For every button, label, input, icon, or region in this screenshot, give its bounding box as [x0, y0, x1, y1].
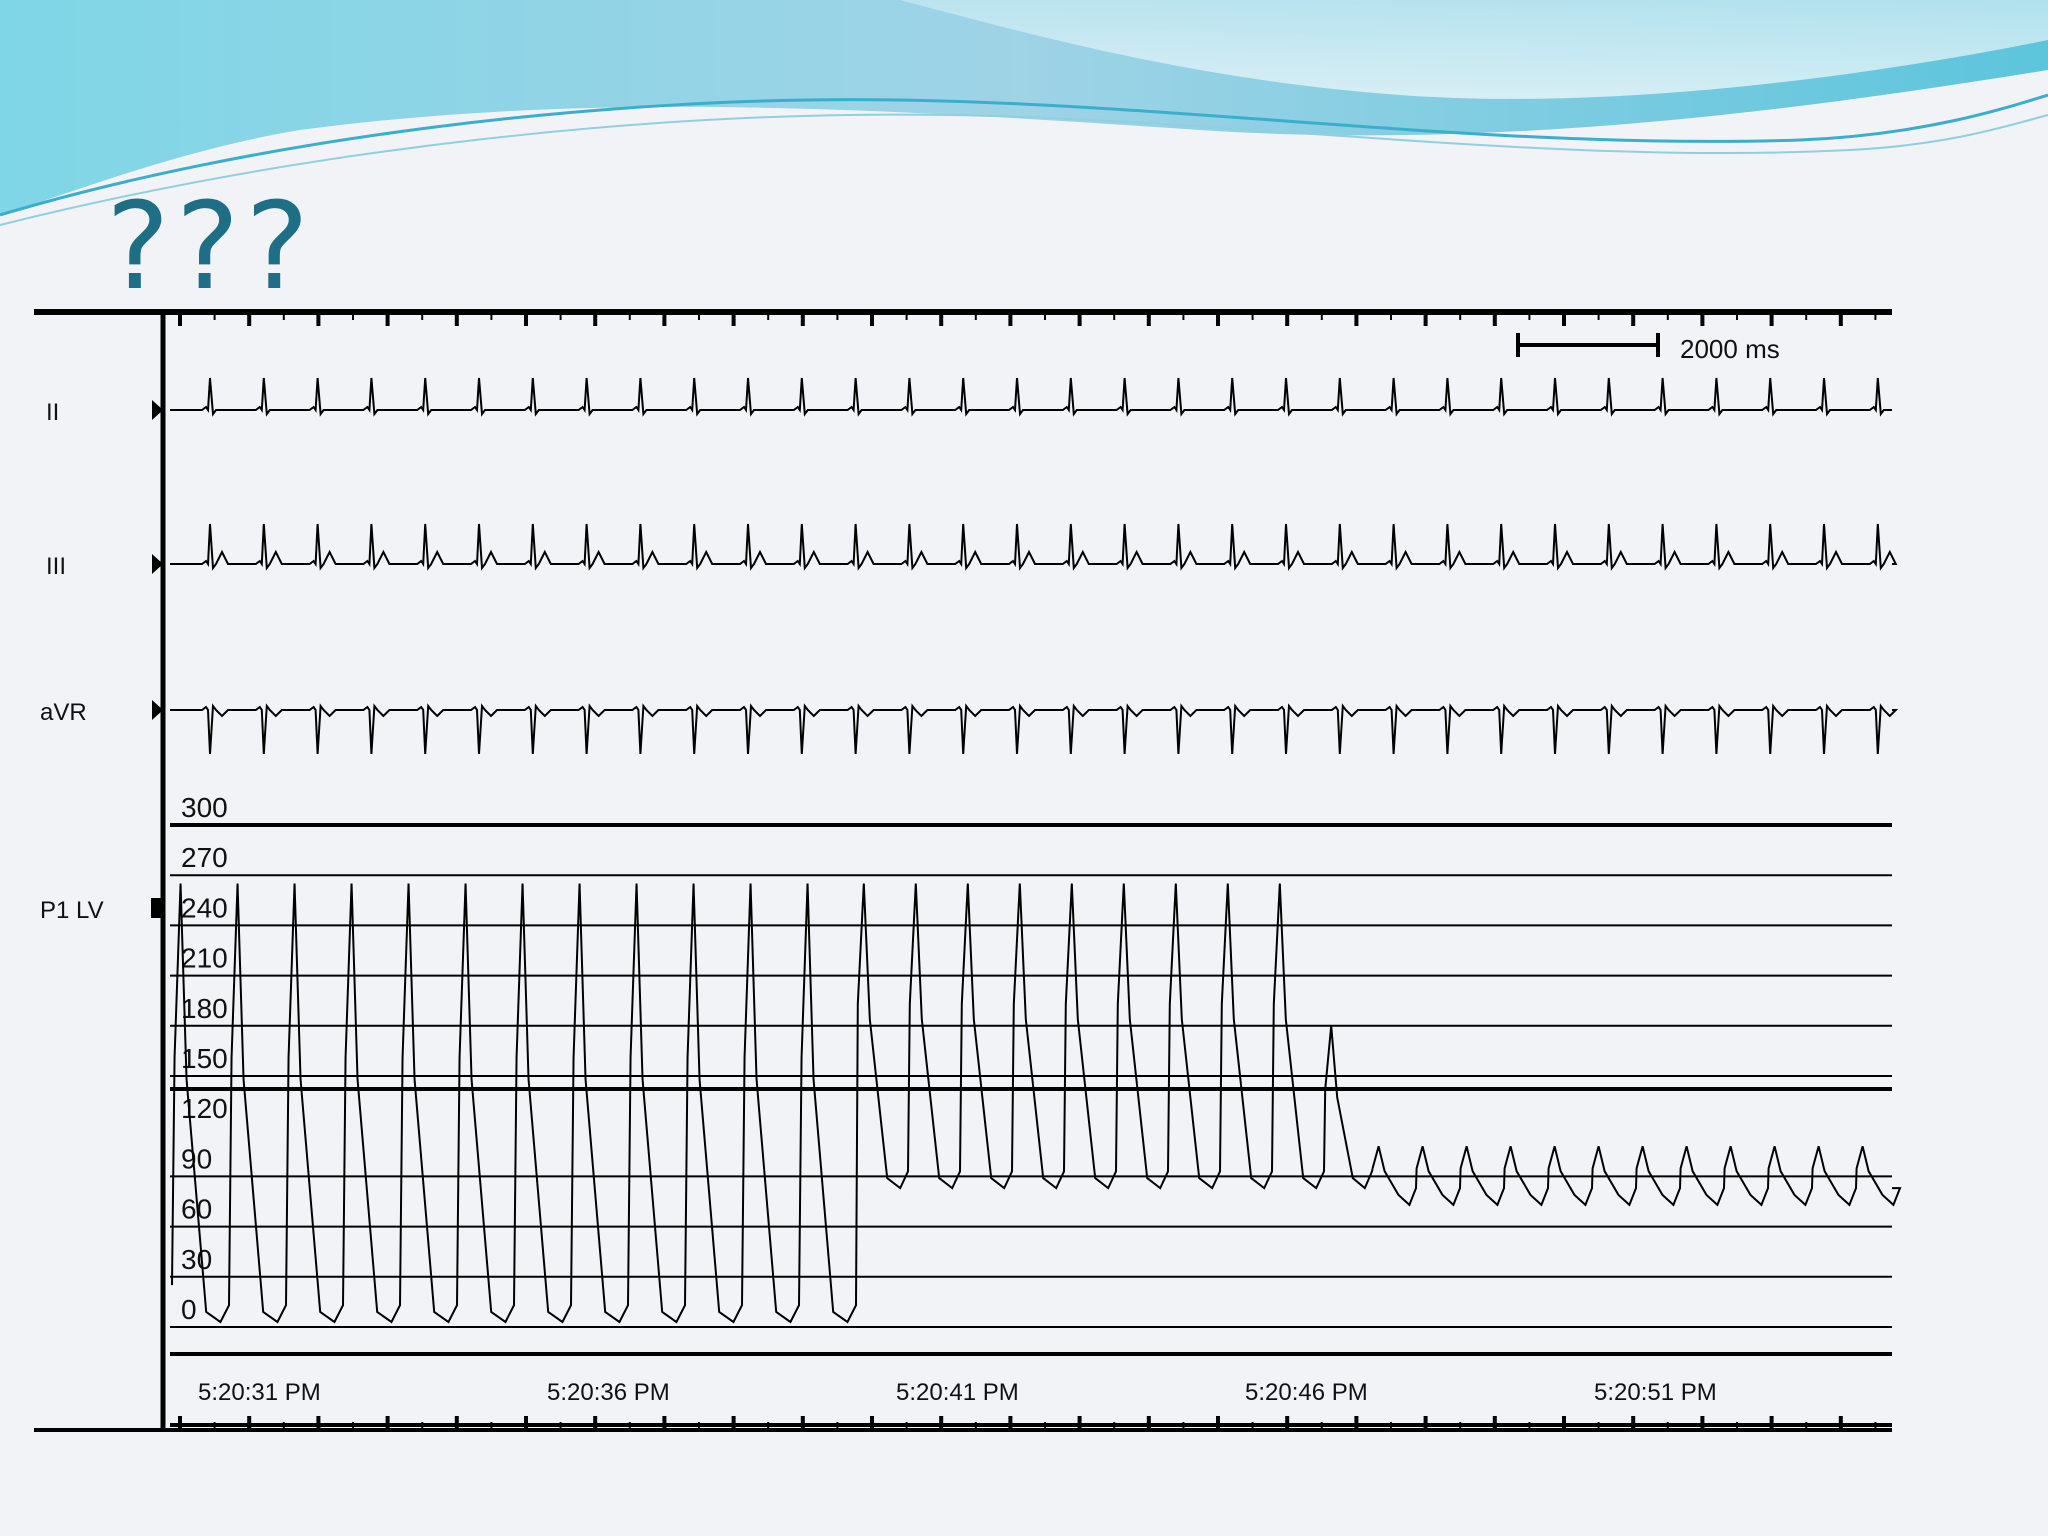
ecg-traces: [170, 377, 1899, 755]
pressure-channel-label: P1 LV: [40, 897, 104, 924]
y-tick-label: 90: [181, 1143, 212, 1174]
lead-avr-marker: [152, 700, 163, 720]
pressure-channel-marker: [151, 898, 164, 918]
time-axis-labels: 5:20:31 PM 5:20:36 PM 5:20:41 PM 5:20:46 PM…: [198, 1379, 1717, 1406]
scale-bar: 2000 ms: [1516, 333, 1780, 364]
scale-bar-label: 2000 ms: [1680, 334, 1780, 364]
lead-label-iii: III: [46, 553, 66, 580]
time-label: 5:20:51 PM: [1594, 1379, 1717, 1406]
y-tick-label: 180: [181, 993, 228, 1024]
pressure-trace-line: [171, 883, 1902, 1324]
chart-frame: [34, 309, 1892, 1432]
slide-title: ???: [106, 178, 316, 317]
time-label: 5:20:41 PM: [896, 1379, 1019, 1406]
time-label: 5:20:46 PM: [1245, 1379, 1368, 1406]
y-tick-label: 0: [181, 1294, 197, 1325]
y-tick-label: 150: [181, 1043, 228, 1074]
ecg-trace-avr: [170, 703, 1899, 755]
top-time-ticks: [178, 312, 1877, 326]
ecg-lead-labels: II III aVR: [40, 399, 163, 726]
y-tick-label: 270: [181, 842, 228, 873]
bottom-time-ticks: [178, 1416, 1877, 1430]
y-tick-label: 30: [181, 1244, 212, 1275]
time-label: 5:20:31 PM: [198, 1379, 321, 1406]
pressure-gridlines: [170, 874, 1892, 1328]
y-tick-label: 210: [181, 943, 228, 974]
lead-ii-marker: [152, 400, 163, 420]
lead-label-ii: II: [46, 399, 59, 426]
pressure-trace: [171, 883, 1902, 1324]
ecg-trace-ii: [170, 377, 1892, 417]
y-tick-label: 240: [181, 892, 228, 923]
y-tick-label: 300: [181, 792, 228, 823]
header-wave-decoration: [0, 0, 2048, 226]
lead-iii-marker: [152, 554, 163, 574]
time-label: 5:20:36 PM: [547, 1379, 670, 1406]
ecg-trace-iii: [170, 523, 1898, 571]
lead-label-avr: aVR: [40, 699, 87, 726]
